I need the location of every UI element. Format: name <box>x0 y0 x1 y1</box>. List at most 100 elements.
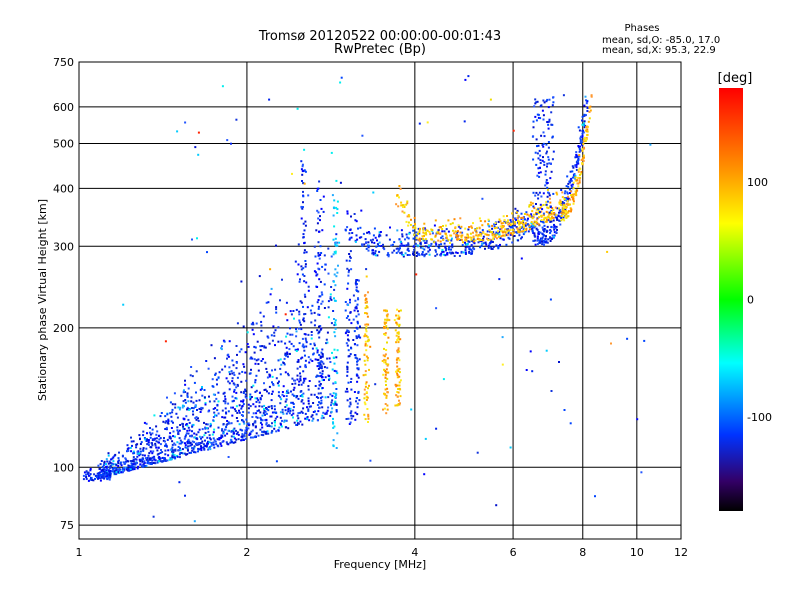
data-point <box>470 248 473 251</box>
data-point <box>357 279 360 282</box>
data-point <box>365 391 368 394</box>
data-point <box>346 267 349 270</box>
data-point <box>510 220 513 223</box>
data-point <box>565 203 568 205</box>
data-point <box>263 345 266 348</box>
data-point <box>532 158 535 161</box>
data-point <box>197 131 200 134</box>
data-point <box>577 159 580 162</box>
data-point <box>570 196 573 199</box>
data-point <box>242 363 245 366</box>
data-point <box>442 239 445 241</box>
data-point <box>302 182 305 185</box>
data-point <box>562 216 565 219</box>
data-point <box>227 456 230 458</box>
data-point <box>172 435 175 438</box>
data-point <box>291 377 294 380</box>
data-point <box>181 423 184 425</box>
data-point <box>292 409 295 412</box>
data-point <box>257 409 260 412</box>
data-point <box>123 463 126 465</box>
data-point <box>558 201 561 204</box>
data-point <box>241 439 244 442</box>
data-point <box>586 106 589 109</box>
data-point <box>204 439 206 442</box>
data-point <box>534 243 537 246</box>
data-point <box>465 238 468 241</box>
data-point <box>312 402 315 404</box>
data-point <box>330 401 333 404</box>
data-point <box>293 394 296 397</box>
data-point <box>226 139 229 142</box>
data-point <box>321 361 324 363</box>
data-point <box>120 471 123 474</box>
data-point <box>193 451 195 454</box>
data-point <box>478 239 481 242</box>
data-point <box>581 119 583 122</box>
data-point <box>546 186 549 189</box>
data-point <box>453 218 456 221</box>
data-point <box>164 340 167 343</box>
data-point <box>511 212 514 215</box>
data-point <box>550 390 553 392</box>
data-point <box>316 262 319 265</box>
data-point <box>586 130 589 133</box>
data-point <box>536 100 539 103</box>
data-point <box>552 219 555 222</box>
data-point <box>356 322 359 325</box>
data-point <box>176 441 179 444</box>
data-point <box>303 249 306 252</box>
data-point <box>319 245 322 248</box>
data-point <box>402 255 405 258</box>
data-point <box>334 323 337 326</box>
data-point <box>139 460 142 463</box>
data-point <box>559 199 562 202</box>
data-point <box>228 371 231 373</box>
data-point <box>581 140 584 143</box>
data-point <box>307 289 310 292</box>
data-point <box>250 356 253 359</box>
data-point <box>327 300 330 303</box>
data-point <box>192 401 195 404</box>
data-point <box>205 360 208 362</box>
data-point <box>302 392 305 395</box>
data-point <box>258 405 261 408</box>
data-point <box>548 194 551 197</box>
data-point <box>536 237 539 240</box>
data-point <box>171 411 174 414</box>
data-point <box>262 315 265 318</box>
data-point <box>225 377 228 380</box>
data-point <box>309 343 312 346</box>
data-point <box>275 430 278 433</box>
data-point <box>407 242 410 245</box>
data-point <box>263 389 266 391</box>
data-point <box>548 120 551 123</box>
data-point <box>275 412 278 414</box>
data-point <box>572 187 575 190</box>
data-point <box>517 239 520 242</box>
data-point <box>488 243 491 246</box>
data-point <box>541 240 543 243</box>
data-point <box>542 234 545 237</box>
data-point <box>129 460 132 462</box>
data-point <box>233 437 236 440</box>
data-point <box>530 221 533 224</box>
data-point <box>505 228 508 231</box>
data-point <box>302 343 305 346</box>
data-point <box>183 437 186 440</box>
data-point <box>556 207 559 210</box>
data-point <box>258 275 261 278</box>
data-point <box>224 365 227 368</box>
data-point <box>437 229 440 232</box>
data-point <box>257 399 260 402</box>
data-point <box>301 173 304 176</box>
data-point <box>528 205 531 208</box>
data-point <box>244 431 247 434</box>
data-point <box>287 427 290 430</box>
data-point <box>481 242 484 245</box>
data-point <box>362 232 365 235</box>
data-point <box>310 393 313 396</box>
data-point <box>242 411 245 413</box>
data-point <box>391 243 394 246</box>
data-point <box>333 299 336 302</box>
